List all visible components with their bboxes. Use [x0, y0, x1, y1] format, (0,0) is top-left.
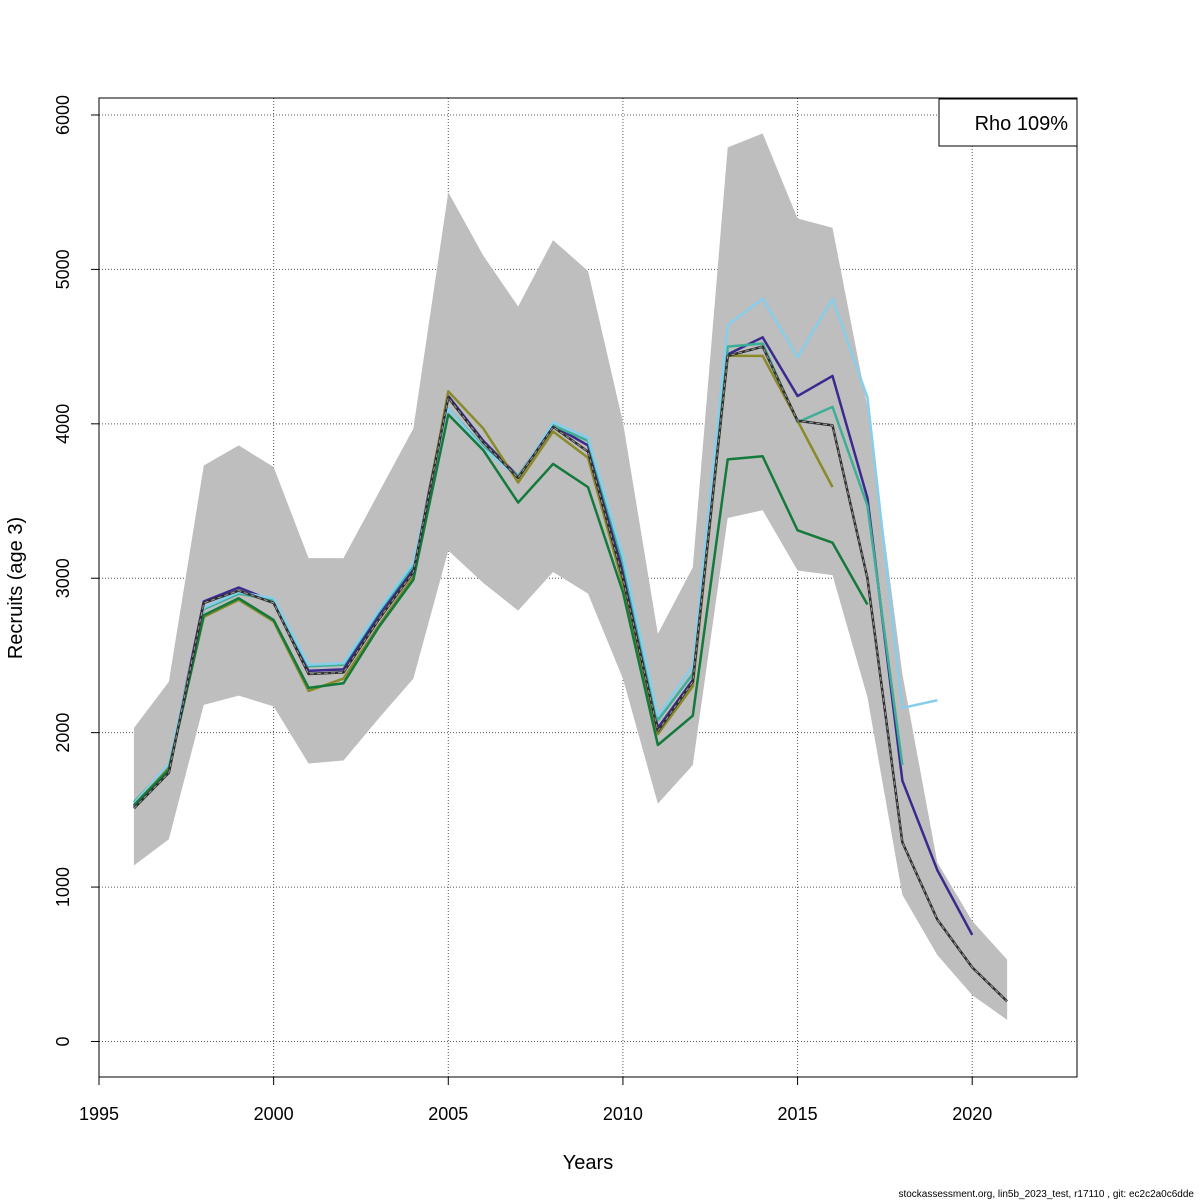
- confidence-band-area: [133, 133, 1008, 1020]
- x-axis-title: Years: [563, 1152, 613, 1174]
- legend-text: Rho 109%: [975, 113, 1069, 135]
- footer-text: stockassessment.org, lin5b_2023_test, r1…: [898, 1189, 1194, 1200]
- x-tick-label: 1995: [79, 1104, 119, 1124]
- confidence-band: [133, 133, 1008, 1020]
- x-tick-label: 2010: [603, 1104, 643, 1124]
- y-tick-label: 4000: [53, 404, 73, 444]
- y-axis: 0 1000 2000 3000 4000 5000 6000: [53, 95, 100, 1046]
- legend: Rho 109%: [938, 98, 1078, 147]
- x-tick-label: 2005: [428, 1104, 468, 1124]
- y-axis-title: Recruits (age 3): [5, 517, 27, 659]
- series-lines: [132, 297, 1009, 1003]
- x-tick-label: 2015: [778, 1104, 818, 1124]
- y-tick-label: 1000: [53, 867, 73, 907]
- series-line-dash: [133, 346, 1008, 1002]
- x-tick-label: 2000: [254, 1104, 294, 1124]
- series-line: [132, 297, 938, 805]
- y-tick-label: 0: [53, 1036, 73, 1046]
- y-tick-label: 2000: [53, 713, 73, 753]
- y-tick-label: 3000: [53, 558, 73, 598]
- series-line: [133, 413, 869, 807]
- legend-box: [938, 98, 1078, 147]
- x-tick-label: 2020: [952, 1104, 992, 1124]
- x-axis: 1995 2000 2005 2010 2015 2020: [79, 1076, 992, 1124]
- y-tick-label: 5000: [53, 249, 73, 289]
- y-tick-label: 6000: [53, 95, 73, 135]
